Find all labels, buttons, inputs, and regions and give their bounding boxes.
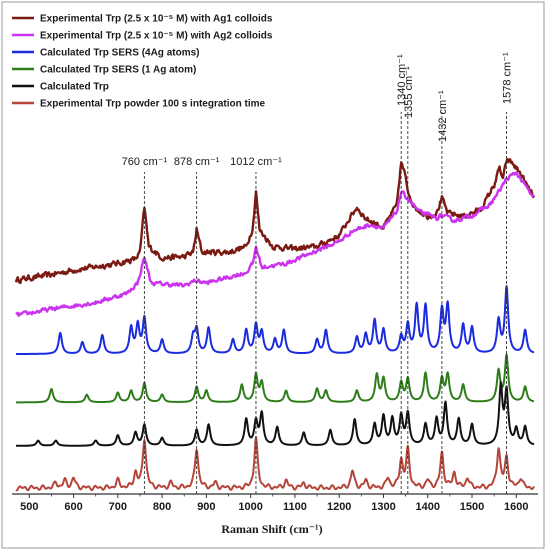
peak-label: 1012 cm⁻¹ [230,156,282,168]
legend-entry: Experimental Trp (2.5 x 10⁻⁵ M) with Ag2… [40,31,273,42]
x-axis-label: Raman Shift (cm⁻¹) [221,522,322,536]
peak-label: 1355 cm⁻¹ [403,66,415,118]
x-tick-label: 1400 [416,501,440,513]
peak-label: 1432 cm⁻¹ [437,90,449,142]
x-tick-label: 700 [109,501,127,513]
peak-label: 1340 cm⁻¹ [396,54,408,106]
legend-entry: Calculated Trp SERS (1 Ag atom) [40,65,196,76]
x-tick-label: 1600 [504,501,528,513]
x-tick-label: 1300 [371,501,395,513]
x-tick-label: 1500 [460,501,484,513]
series-line-5 [15,381,535,447]
peak-label: 760 cm⁻¹ [122,156,168,168]
legend-entry: Calculated Trp [40,82,109,93]
series-group [14,157,535,492]
x-tick-label: 900 [197,501,215,513]
series-line-1 [14,157,535,284]
series-line-3 [15,285,535,355]
peak-label: 878 cm⁻¹ [174,156,220,168]
x-tick-label: 1200 [327,501,351,513]
legend-entry: Experimental Trp powder 100 s integratio… [40,99,265,110]
legend-entry: Calculated Trp SERS (4Ag atoms) [40,48,199,59]
x-tick-label: 1100 [283,501,307,513]
legend: Experimental Trp (2.5 x 10⁻⁵ M) with Ag1… [12,14,273,110]
x-tick-label: 800 [153,501,171,513]
series-line-6 [15,436,535,492]
x-tick-label: 1000 [238,501,262,513]
x-axis: 500 600 700 800 900 1000 1100 1200 1300 1400 1500 1… [12,493,538,513]
x-tick-label: 600 [64,501,82,513]
series-line-2 [15,171,535,317]
peak-label: 1578 cm⁻¹ [502,52,514,104]
series-line-4 [15,353,535,404]
legend-entry: Experimental Trp (2.5 x 10⁻⁵ M) with Ag1… [40,14,273,25]
x-tick-label: 500 [20,501,38,513]
